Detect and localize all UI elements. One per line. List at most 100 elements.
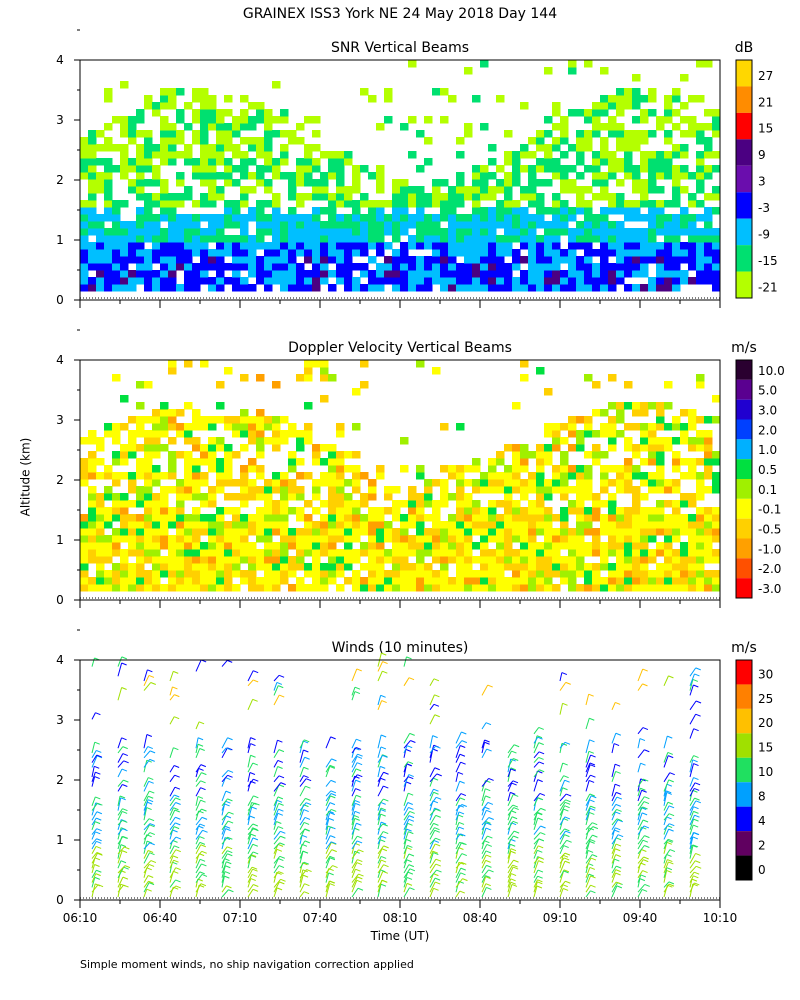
x-tick-label: 07:40 <box>303 911 338 925</box>
x-tick-label: 10:10 <box>703 911 738 925</box>
colorbar-label: -0.5 <box>758 523 781 537</box>
colorbar-swatch <box>736 439 752 460</box>
heatmap-cells <box>80 360 721 592</box>
y-tick-label: 1 <box>56 233 64 247</box>
colorbar-label: 3.0 <box>758 404 777 418</box>
colorbar-label: 21 <box>758 95 773 109</box>
colorbar-label: 5.0 <box>758 384 777 398</box>
colorbar-label: -15 <box>758 254 778 268</box>
colorbar-label: 0.1 <box>758 483 777 497</box>
colorbar-label: 9 <box>758 148 766 162</box>
colorbar-swatch <box>736 578 752 598</box>
colorbar-label: 0.5 <box>758 463 777 477</box>
colorbar-label: 10 <box>758 765 773 779</box>
colorbar-swatch <box>736 660 752 685</box>
colorbar-label: -0.1 <box>758 503 781 517</box>
colorbar-label: -21 <box>758 280 778 294</box>
colorbar-units: m/s <box>731 640 757 656</box>
colorbar-frame <box>735 659 753 881</box>
y-tick-label: 1 <box>56 533 64 547</box>
colorbar-frame <box>735 59 753 299</box>
colorbar-swatch <box>736 245 752 272</box>
colorbar-label: -9 <box>758 228 770 242</box>
heatmap-cells <box>80 60 721 292</box>
colorbar-swatch <box>736 708 752 734</box>
colorbar-swatch <box>736 360 752 380</box>
colorbar-swatch <box>736 218 752 246</box>
colorbar-label: 27 <box>758 69 773 83</box>
colorbar-label: 15 <box>758 741 773 755</box>
colorbar-label: 10.0 <box>758 364 785 378</box>
colorbar-swatch <box>736 86 752 113</box>
colorbar-swatch <box>736 139 752 166</box>
y-tick-label: 0 <box>56 893 64 907</box>
colorbar-label: 3 <box>758 175 766 189</box>
panel-1: SNR Vertical Beams dB 0 1 2 3 4 27 21 15 9 3 -3 -9 -15… <box>56 29 778 308</box>
y-tick-label: 0 <box>56 293 64 307</box>
panel-title: Winds (10 minutes) <box>332 640 469 656</box>
y-tick-label: 2 <box>56 173 64 187</box>
y-tick-label: 4 <box>56 353 64 367</box>
colorbar-swatch <box>736 379 752 400</box>
colorbar-label: 2.0 <box>758 423 777 437</box>
colorbar-swatch <box>736 112 752 140</box>
y-tick-label: 3 <box>56 413 64 427</box>
x-tick-label: 08:10 <box>383 911 418 925</box>
x-tick-label: 07:10 <box>223 911 258 925</box>
x-tick-label: 09:40 <box>623 911 658 925</box>
colorbar-swatch <box>736 60 752 87</box>
x-axis-label: Time (UT) <box>370 929 430 943</box>
colorbar-swatch <box>736 757 752 783</box>
colorbar-label: 30 <box>758 667 773 681</box>
colorbar-swatch <box>736 855 752 880</box>
colorbar-swatch <box>736 479 752 499</box>
colorbar-frame <box>735 359 753 599</box>
colorbar-label: 4 <box>758 814 766 828</box>
y-tick-label: 4 <box>56 53 64 67</box>
main-title: GRAINEX ISS3 York NE 24 May 2018 Day 144 <box>242 6 558 22</box>
colorbar: 27 21 15 9 3 -3 -9 -15 -21 <box>735 59 778 299</box>
y-tick-label: 2 <box>56 473 64 487</box>
colorbar-units: m/s <box>731 340 757 356</box>
panel-2: Doppler Velocity Vertical Beams m/s 0 1 2 3 4 1… <box>56 329 785 608</box>
y-tick-label: 0 <box>56 593 64 607</box>
colorbar-units: dB <box>735 40 754 56</box>
colorbar-swatch <box>736 518 752 539</box>
panel-title: SNR Vertical Beams <box>331 40 469 56</box>
colorbar-swatch <box>736 459 752 479</box>
y-tick-label: 1 <box>56 833 64 847</box>
colorbar-swatch <box>736 271 752 298</box>
colorbar-swatch <box>736 165 752 193</box>
colorbar-label: -1.0 <box>758 542 781 556</box>
colorbar-swatch <box>736 831 752 856</box>
y-tick-label: 3 <box>56 713 64 727</box>
y-tick-label: 3 <box>56 113 64 127</box>
colorbar-swatch <box>736 684 752 709</box>
colorbar-label: 2 <box>758 838 766 852</box>
x-tick-label: 06:10 <box>63 911 98 925</box>
wind-barbs <box>91 652 702 898</box>
colorbar-swatch <box>736 192 752 219</box>
colorbar-label: 8 <box>758 790 766 804</box>
x-tick-label: 08:40 <box>463 911 498 925</box>
colorbar-label: -2.0 <box>758 562 781 576</box>
footnote: Simple moment winds, no ship navigation … <box>80 958 414 971</box>
colorbar-swatch <box>736 419 752 440</box>
colorbar-label: 25 <box>758 692 773 706</box>
colorbar-swatch <box>736 806 752 832</box>
colorbar-swatch <box>736 558 752 579</box>
panel-title: Doppler Velocity Vertical Beams <box>288 340 512 356</box>
colorbar-swatch <box>736 538 752 559</box>
colorbar-swatch <box>736 399 752 420</box>
colorbar-swatch <box>736 733 752 758</box>
colorbar-label: 1.0 <box>758 443 777 457</box>
y-tick-label: 2 <box>56 773 64 787</box>
panel-3: Winds (10 minutes) m/s 0 1 2 3 4 06:10 06:40 07:1… <box>56 629 773 925</box>
x-tick-label: 09:10 <box>543 911 578 925</box>
y-tick-label: 4 <box>56 653 64 667</box>
colorbar-label: 15 <box>758 122 773 136</box>
x-tick-label: 06:40 <box>143 911 178 925</box>
colorbar-label: -3.0 <box>758 582 781 596</box>
